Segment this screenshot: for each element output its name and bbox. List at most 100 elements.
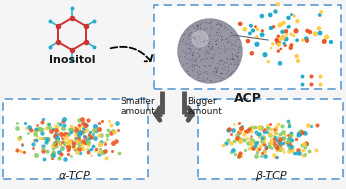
Point [234,62,239,65]
Point [291,14,297,17]
Point [218,77,224,80]
Point [192,64,198,67]
Point [266,144,272,147]
Point [216,21,221,24]
Point [284,141,289,144]
Point [66,152,71,155]
Point [34,123,39,126]
Point [294,20,300,23]
Point [46,125,52,129]
Point [204,57,210,60]
Point [182,33,187,36]
Point [47,45,53,48]
Text: β-TCP: β-TCP [255,171,287,181]
Point [283,37,289,40]
Point [293,151,299,154]
Point [256,132,262,135]
Point [83,124,89,127]
Point [54,125,60,129]
Point [61,124,67,127]
Point [219,59,225,62]
Point [238,154,243,157]
Point [279,125,285,128]
Point [196,51,201,54]
Point [33,153,38,156]
Point [73,148,78,151]
Point [268,139,274,142]
Point [186,37,192,40]
Point [83,129,89,132]
Point [235,155,241,158]
Point [296,149,301,152]
Point [40,136,46,139]
Point [221,44,227,47]
Point [264,131,270,134]
Point [274,149,280,152]
Point [319,10,324,13]
Point [234,57,240,60]
Point [231,33,236,36]
Point [210,56,216,59]
Point [114,122,119,125]
Point [317,82,323,85]
Point [187,48,193,51]
Point [226,66,231,69]
Point [57,142,63,145]
Point [304,142,310,145]
Point [106,119,111,122]
Point [104,138,110,141]
Point [221,60,226,63]
Point [278,47,283,50]
Point [245,141,251,144]
Point [224,58,229,61]
Point [215,21,221,24]
Point [190,41,196,44]
Point [181,48,186,51]
Point [213,39,219,42]
Point [284,141,290,144]
Point [87,130,93,133]
Point [197,47,203,50]
Point [82,123,88,126]
Point [14,122,19,125]
Point [209,55,215,58]
Point [271,25,276,28]
Point [45,123,51,126]
Point [66,147,71,150]
Point [271,141,277,144]
Point [234,37,239,40]
Point [183,61,189,64]
Point [289,43,294,46]
Point [198,49,203,52]
Point [237,22,243,25]
Point [217,34,222,37]
Point [269,146,274,149]
Point [237,138,242,141]
Point [189,54,194,57]
Point [205,77,210,80]
Point [281,21,287,24]
Point [87,131,93,134]
Text: Smaller
amount: Smaller amount [120,97,155,116]
Point [83,142,89,145]
Point [264,124,270,127]
Point [213,70,219,73]
Point [85,119,91,122]
Point [90,133,95,136]
Point [218,44,224,47]
Point [64,141,70,144]
Point [83,25,89,28]
Point [208,64,213,67]
Point [217,71,222,74]
Point [263,146,268,149]
Point [293,29,299,33]
Point [63,143,69,146]
Point [193,28,198,31]
Point [59,147,65,150]
Point [226,65,231,68]
Point [187,40,192,43]
Point [285,140,291,143]
Point [191,50,197,53]
Point [194,30,199,33]
Point [277,141,282,144]
